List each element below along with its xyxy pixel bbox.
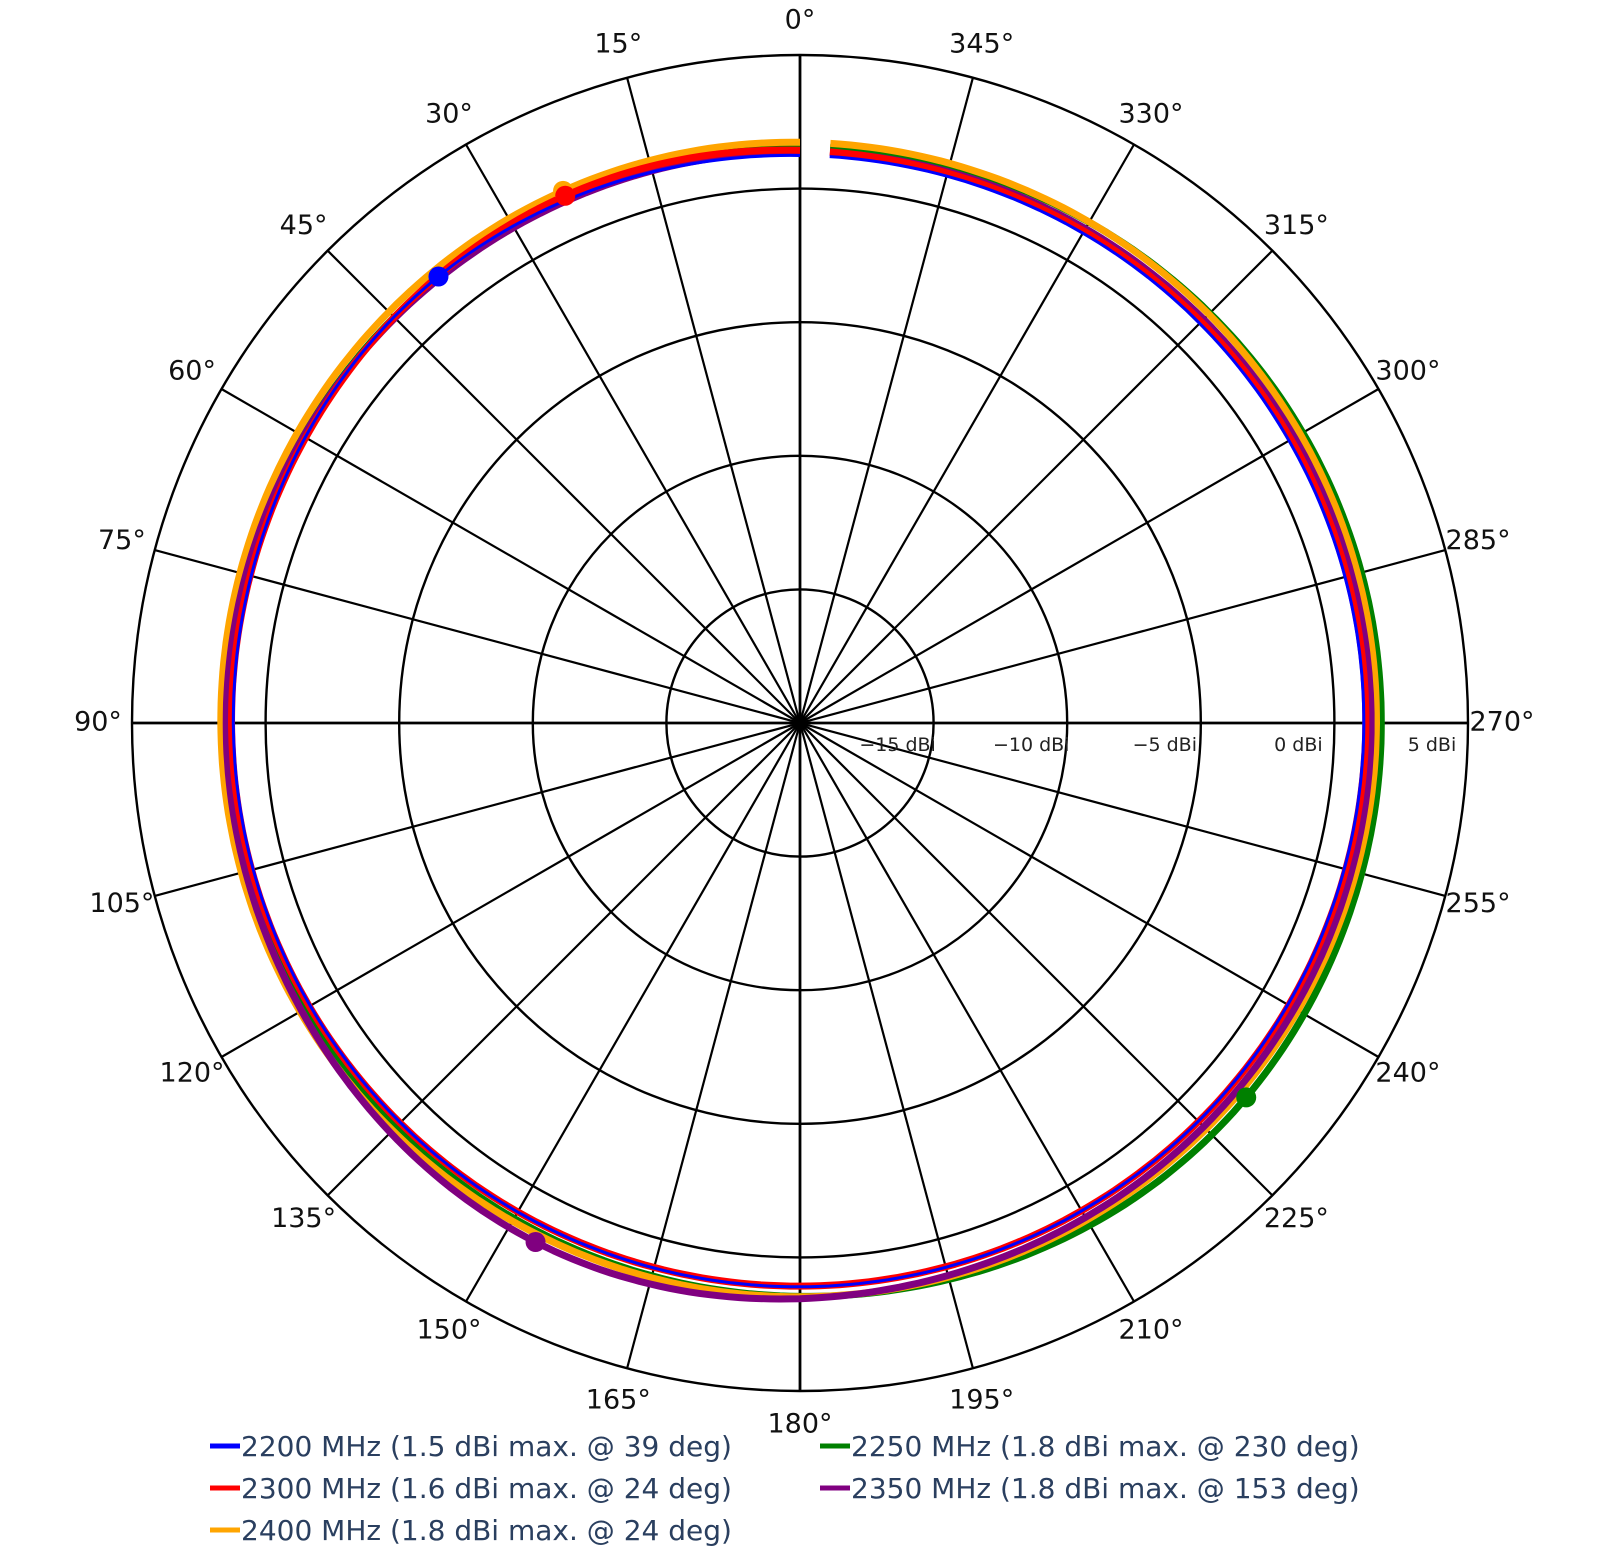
radial-tick-labels: −15 dBi −10 dBi −5 dBi 0 dBi 5 dBi <box>859 734 1456 756</box>
angular-tick-label: 90° <box>74 707 122 738</box>
max-marker-2250 <box>1236 1087 1257 1108</box>
grid-spoke <box>799 721 1446 897</box>
max-marker-2350 <box>525 1232 546 1253</box>
angular-tick-label: 0° <box>785 5 816 36</box>
pattern-traces <box>217 138 1385 1303</box>
angular-tick-label: 30° <box>425 99 473 130</box>
angular-tick-label: 180° <box>767 1409 832 1440</box>
angular-tick-label: 240° <box>1375 1058 1440 1089</box>
grid-spoke <box>154 549 801 725</box>
grid-spoke <box>799 143 1135 724</box>
angular-tick-label: 300° <box>1375 356 1440 387</box>
legend-item[interactable]: 2200 MHz (1.5 dBi max. @ 39 deg) <box>210 1430 732 1463</box>
angular-tick-label: 195° <box>949 1385 1014 1416</box>
legend-label: 2400 MHz (1.8 dBi max. @ 24 deg) <box>241 1514 732 1547</box>
grid-spoke <box>465 143 801 724</box>
max-gain-markers <box>428 180 1257 1253</box>
angular-tick-label: 15° <box>594 28 642 59</box>
max-marker-2200 <box>428 266 449 287</box>
angular-tick-label: 60° <box>168 356 216 387</box>
angular-tick-label: 210° <box>1118 1314 1183 1345</box>
grid-spoke <box>799 549 1446 725</box>
angular-tick-label: 105° <box>89 888 154 919</box>
angular-tick-label: 75° <box>98 525 146 556</box>
grid-spoke <box>220 722 801 1058</box>
radial-tick-label: −5 dBi <box>1133 734 1197 756</box>
grid-spoke <box>154 721 801 897</box>
radial-tick-label: −10 dBi <box>993 734 1070 756</box>
legend-label: 2300 MHz (1.6 dBi max. @ 24 deg) <box>241 1472 732 1505</box>
radial-tick-label: −15 dBi <box>859 734 936 756</box>
legend-item[interactable]: 2350 MHz (1.8 dBi max. @ 153 deg) <box>820 1472 1360 1505</box>
angular-tick-label: 165° <box>586 1385 651 1416</box>
max-marker-2300 <box>555 185 576 206</box>
grid-spoke <box>626 722 802 1369</box>
grid-spoke <box>220 388 801 724</box>
angular-tick-label: 255° <box>1446 888 1511 919</box>
grid-spoke <box>798 722 974 1369</box>
grid-spoke <box>799 722 1274 1197</box>
angular-tick-label: 150° <box>416 1314 481 1345</box>
angular-tick-labels: 0° 15° 30° 45° 60° 75° 90° 105° 120° 135° 150° 165°… <box>74 5 1534 1440</box>
angular-tick-label: 270° <box>1469 707 1534 738</box>
legend-item[interactable]: 2400 MHz (1.8 dBi max. @ 24 deg) <box>210 1514 732 1547</box>
legend-item[interactable]: 2300 MHz (1.6 dBi max. @ 24 deg) <box>210 1472 732 1505</box>
legend-label: 2200 MHz (1.5 dBi max. @ 39 deg) <box>241 1430 732 1463</box>
polar-grid <box>130 53 1470 1393</box>
trace-2200-mhz <box>231 153 1366 1289</box>
grid-spoke <box>326 249 801 724</box>
grid-spoke <box>465 722 801 1303</box>
grid-spoke <box>799 249 1274 724</box>
grid-spoke <box>626 77 802 724</box>
angular-tick-label: 330° <box>1118 99 1183 130</box>
angular-tick-label: 45° <box>280 210 328 241</box>
angular-tick-label: 345° <box>949 28 1014 59</box>
legend-label: 2350 MHz (1.8 dBi max. @ 153 deg) <box>851 1472 1360 1505</box>
grid-spoke <box>799 722 1135 1303</box>
angular-tick-label: 285° <box>1446 525 1511 556</box>
grid-spoke <box>798 77 974 724</box>
angular-tick-label: 315° <box>1264 210 1329 241</box>
legend-item[interactable]: 2250 MHz (1.8 dBi max. @ 230 deg) <box>820 1430 1360 1463</box>
grid-spoke <box>799 388 1380 724</box>
radial-tick-label: 5 dBi <box>1408 734 1457 756</box>
angular-tick-label: 225° <box>1264 1203 1329 1234</box>
grid-spoke <box>326 722 801 1197</box>
radial-tick-label: 0 dBi <box>1274 734 1323 756</box>
legend: 2200 MHz (1.5 dBi max. @ 39 deg) 2250 MHz… <box>210 1430 1360 1547</box>
angular-tick-label: 120° <box>160 1058 225 1089</box>
angular-tick-label: 135° <box>271 1203 336 1234</box>
legend-label: 2250 MHz (1.8 dBi max. @ 230 deg) <box>851 1430 1360 1463</box>
grid-spoke <box>799 722 1380 1058</box>
